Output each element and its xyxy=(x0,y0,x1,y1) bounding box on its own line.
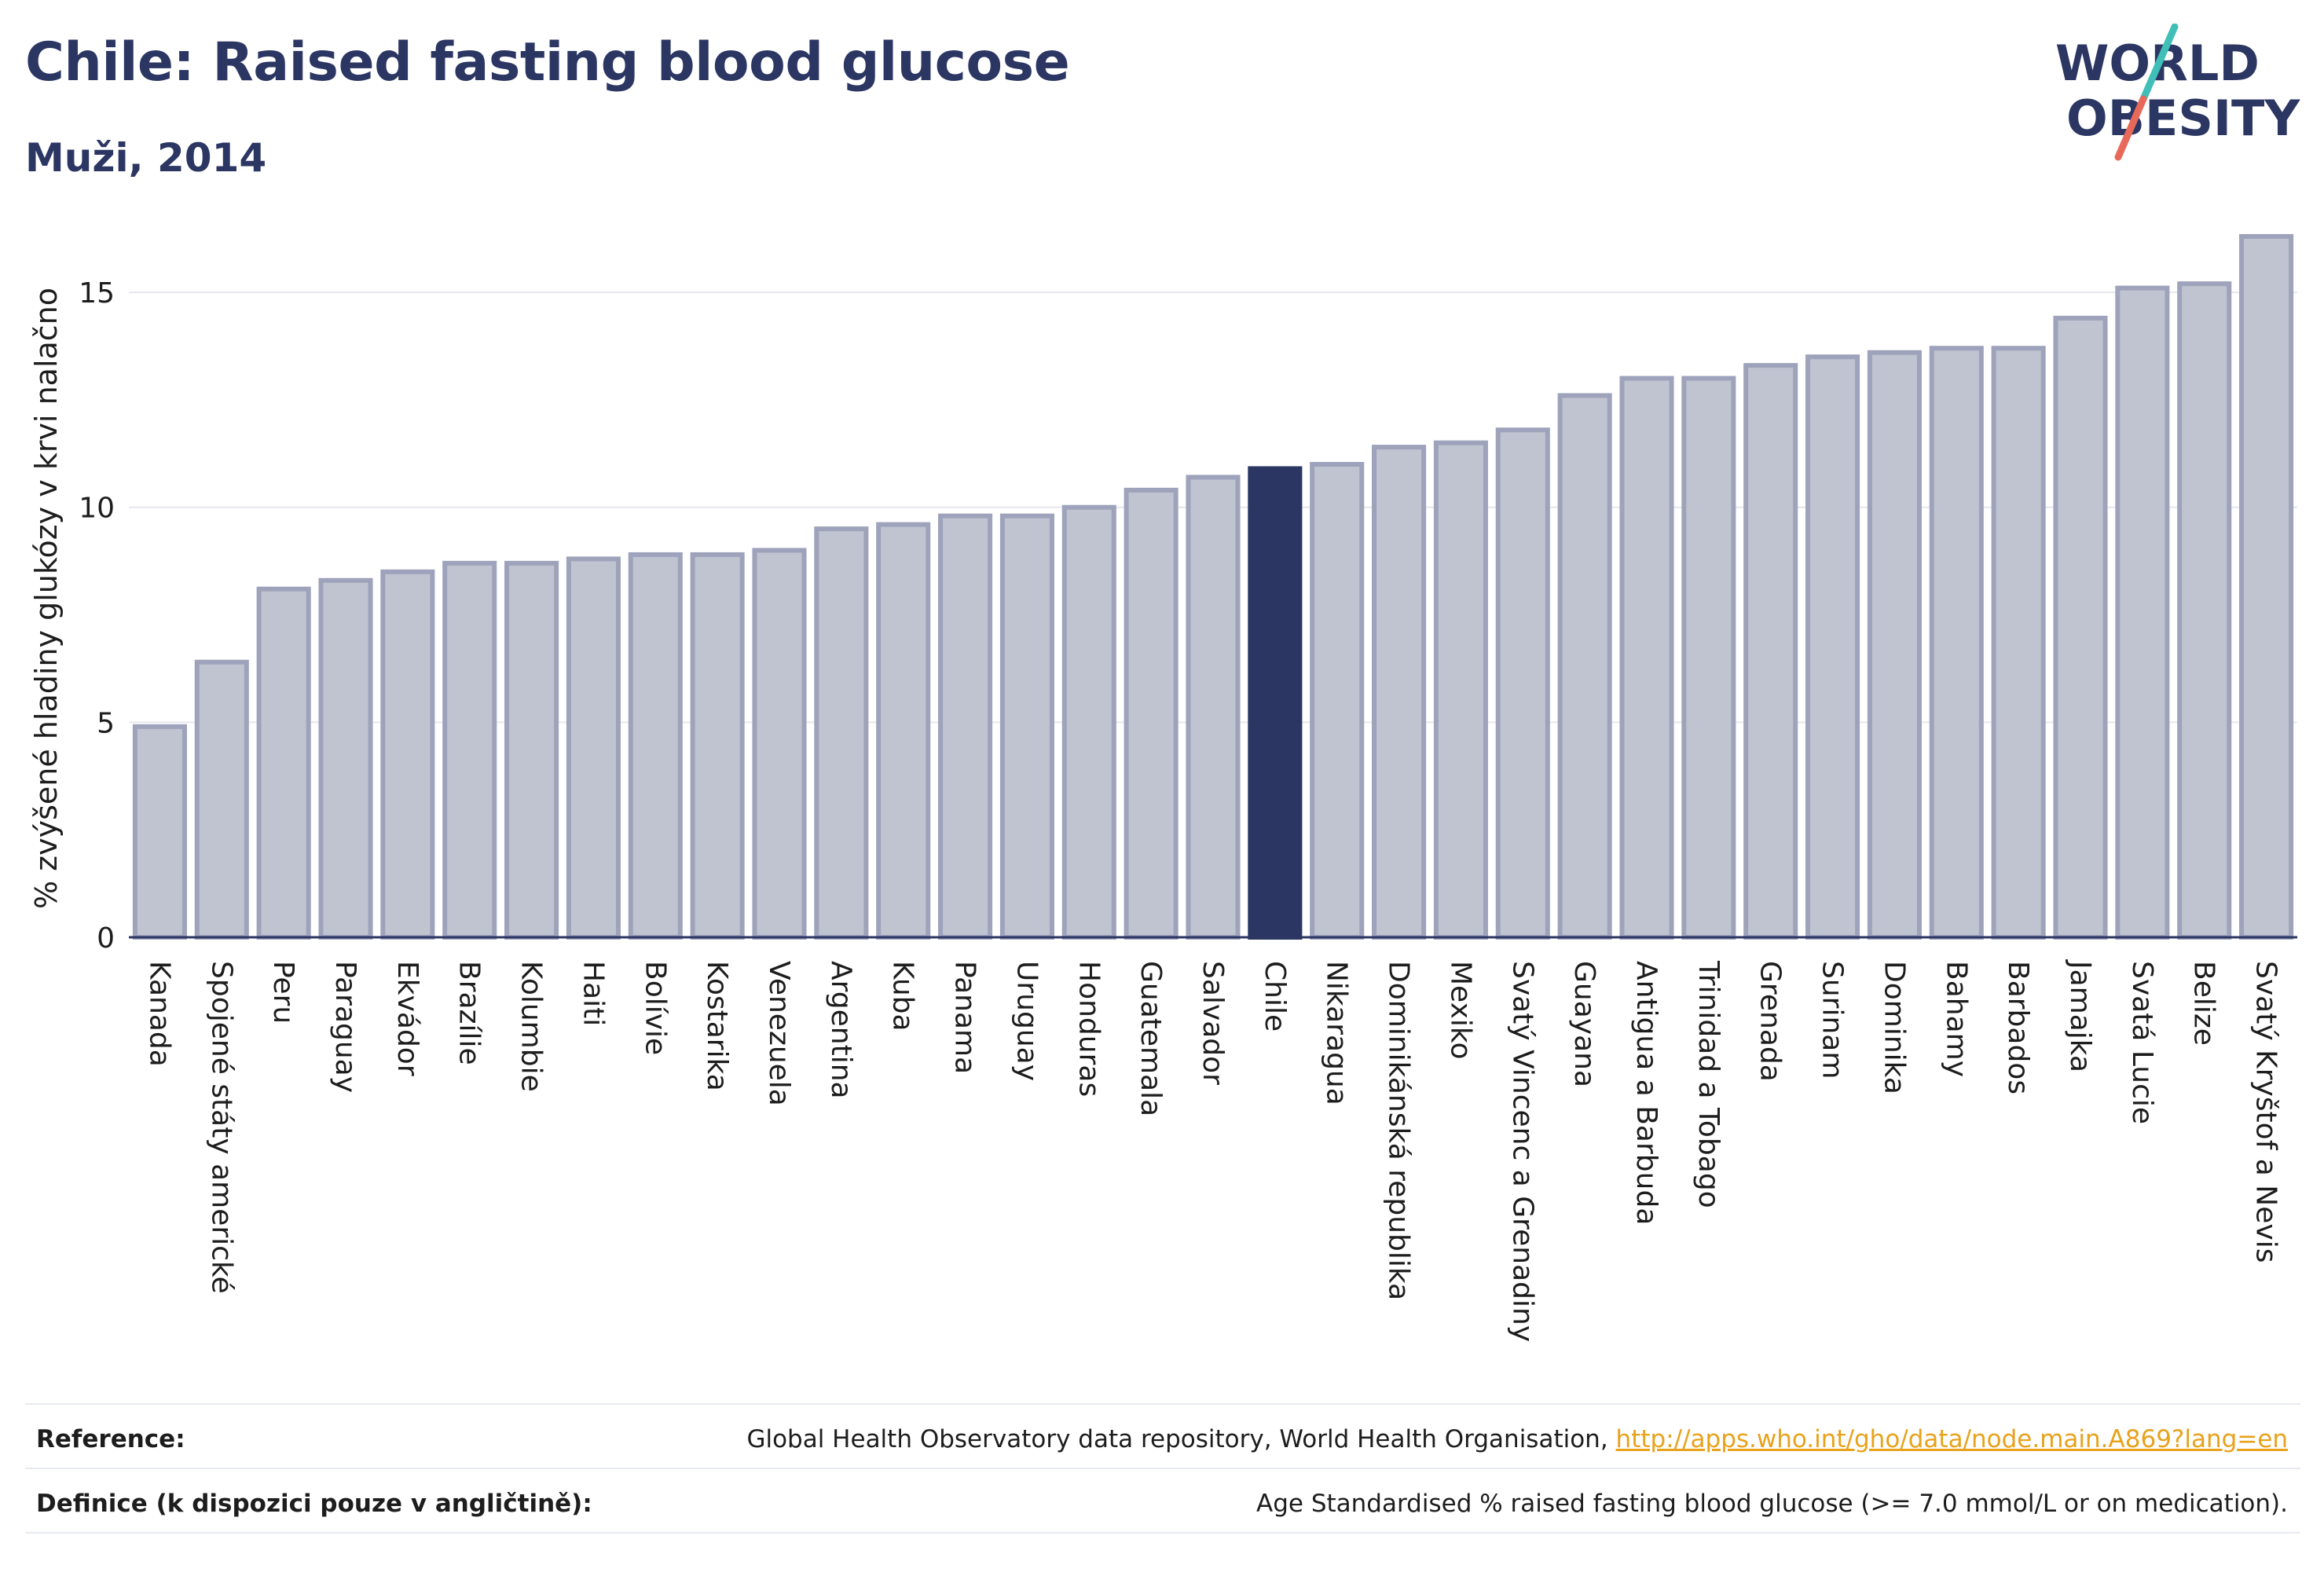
bar-kuba xyxy=(876,522,931,940)
x-tick-label: Chile xyxy=(1259,961,1291,1032)
x-tick-label: Bahamy xyxy=(1940,961,1972,1077)
bar-barbados xyxy=(1991,346,2046,940)
bar-panama xyxy=(938,513,993,940)
x-tick-label: Panama xyxy=(949,961,981,1074)
bar-antigua-a-barbuda xyxy=(1619,376,1674,940)
bar-kanada xyxy=(132,724,187,940)
x-tick-label: Belize xyxy=(2188,961,2220,1046)
x-tick-label: Ekvádor xyxy=(391,961,423,1076)
x-tick-label: Svatá Lucie xyxy=(2126,961,2158,1124)
bar-uruguay xyxy=(999,513,1054,940)
bar-svatý-vincenc-a-grenadiny xyxy=(1495,427,1550,940)
x-tick-label: Spojené státy americké xyxy=(205,961,237,1294)
y-tick-label: 15 xyxy=(79,277,115,310)
bar-bolívie xyxy=(628,552,683,940)
x-tick-label: Paraguay xyxy=(329,961,361,1093)
bar-grenada xyxy=(1743,363,1798,940)
y-tick-label: 0 xyxy=(97,922,115,955)
x-tick-label: Barbados xyxy=(2002,961,2034,1094)
x-tick-label: Salvador xyxy=(1197,961,1229,1085)
x-tick-label: Honduras xyxy=(1072,961,1105,1097)
definition-label: Definice (k dispozici pouze v angličtině… xyxy=(36,1490,592,1518)
bar-kolumbie xyxy=(504,560,559,940)
bar-haiti xyxy=(566,556,621,940)
bar-dominika xyxy=(1867,350,1922,940)
reference-link[interactable]: http://apps.who.int/gho/data/node.main.A… xyxy=(1615,1425,2288,1453)
x-tick-label: Jamajka xyxy=(2064,959,2096,1072)
definition-value: Age Standardised % raised fasting blood … xyxy=(1256,1490,2288,1518)
bar-svatá-lucie xyxy=(2115,285,2170,940)
x-tick-label: Argentina xyxy=(825,961,857,1099)
x-tick-label: Svatý Vincenc a Grenadiny xyxy=(1506,961,1538,1342)
y-tick-label: 10 xyxy=(79,493,115,525)
x-tick-label: Kanada xyxy=(143,961,175,1067)
bar-venezuela xyxy=(752,548,807,940)
logo-line2: OBESITY xyxy=(2066,90,2300,147)
bar-dominikánská-republika xyxy=(1372,445,1427,940)
x-tick-label: Kolumbie xyxy=(515,961,548,1092)
bar-salvador xyxy=(1186,475,1241,940)
bar-belize xyxy=(2177,281,2232,940)
bars-layer xyxy=(132,233,2294,940)
bar-jamajka xyxy=(2053,315,2108,940)
bar-mexiko xyxy=(1433,440,1488,940)
bar-paraguay xyxy=(318,577,373,940)
y-axis-label: % zvýšené hladiny glukózy v krvi nalačno xyxy=(29,288,64,909)
reference-text: Global Health Observatory data repositor… xyxy=(746,1425,1616,1453)
bar-peru xyxy=(256,586,311,940)
bar-kostarika xyxy=(690,552,745,940)
world-obesity-logo: WORLD OBESITY xyxy=(2055,24,2300,161)
bar-spojené-státy-americké xyxy=(194,659,249,940)
x-tick-label: Brazílie xyxy=(453,961,486,1065)
logo-slash-bottom xyxy=(2114,95,2147,161)
x-tick-labels: Kanada Spojené státy americké Peru Paraguay… xyxy=(143,959,2282,1342)
x-tick-label: Trinidad a Tobago xyxy=(1692,960,1725,1208)
footer-divider-middle xyxy=(25,1468,2300,1469)
logo-slash-top xyxy=(2139,24,2179,103)
x-tick-label: Surinam xyxy=(1816,961,1849,1079)
x-tick-label: Mexiko xyxy=(1444,961,1476,1059)
footer-divider-bottom xyxy=(25,1532,2300,1534)
y-tick-label: 5 xyxy=(97,707,115,739)
x-tick-label: Haiti xyxy=(577,961,609,1026)
bar-svatý-kryštof-a-nevis xyxy=(2239,233,2294,940)
x-tick-label: Grenada xyxy=(1754,961,1787,1082)
bar-brazílie xyxy=(442,560,497,940)
x-tick-label: Dominikánská republika xyxy=(1383,961,1415,1300)
bar-nikaragua xyxy=(1310,462,1365,940)
x-tick-label: Svatý Kryštof a Nevis xyxy=(2250,961,2282,1263)
x-tick-label: Dominika xyxy=(1878,961,1910,1094)
bar-honduras xyxy=(1061,504,1116,940)
x-tick-label: Venezuela xyxy=(763,961,795,1106)
bar-guatemala xyxy=(1124,487,1178,940)
chart-subtitle: Muži, 2014 xyxy=(25,135,267,181)
x-tick-label: Nikaragua xyxy=(1321,961,1353,1105)
bar-chart: 0 5 10 15 Kanada Spojené státy americké Peru P… xyxy=(29,233,2297,1342)
bar-guayana xyxy=(1557,393,1612,940)
x-tick-label: Antigua a Barbuda xyxy=(1630,961,1662,1225)
axis-layer: 0 5 10 15 xyxy=(79,277,2297,955)
chart-title: Chile: Raised fasting blood glucose xyxy=(25,31,1070,93)
bar-surinam xyxy=(1805,354,1860,940)
bar-ekvádor xyxy=(380,569,435,940)
x-tick-label: Peru xyxy=(267,961,299,1024)
x-tick-label: Bolívie xyxy=(639,961,671,1055)
x-tick-label: Uruguay xyxy=(1010,961,1043,1081)
reference-label: Reference: xyxy=(36,1425,185,1453)
bar-argentina xyxy=(814,526,869,940)
bar-chile xyxy=(1248,466,1303,940)
x-tick-label: Kostarika xyxy=(701,961,733,1091)
x-tick-label: Guatemala xyxy=(1135,961,1167,1116)
x-tick-label: Kuba xyxy=(887,961,919,1032)
bar-bahamy xyxy=(1929,346,1984,940)
reference-value: Global Health Observatory data repositor… xyxy=(746,1425,2288,1453)
x-tick-label: Guayana xyxy=(1568,961,1600,1087)
footer-divider-top xyxy=(25,1403,2300,1405)
bar-trinidad-a-tobago xyxy=(1681,376,1736,940)
